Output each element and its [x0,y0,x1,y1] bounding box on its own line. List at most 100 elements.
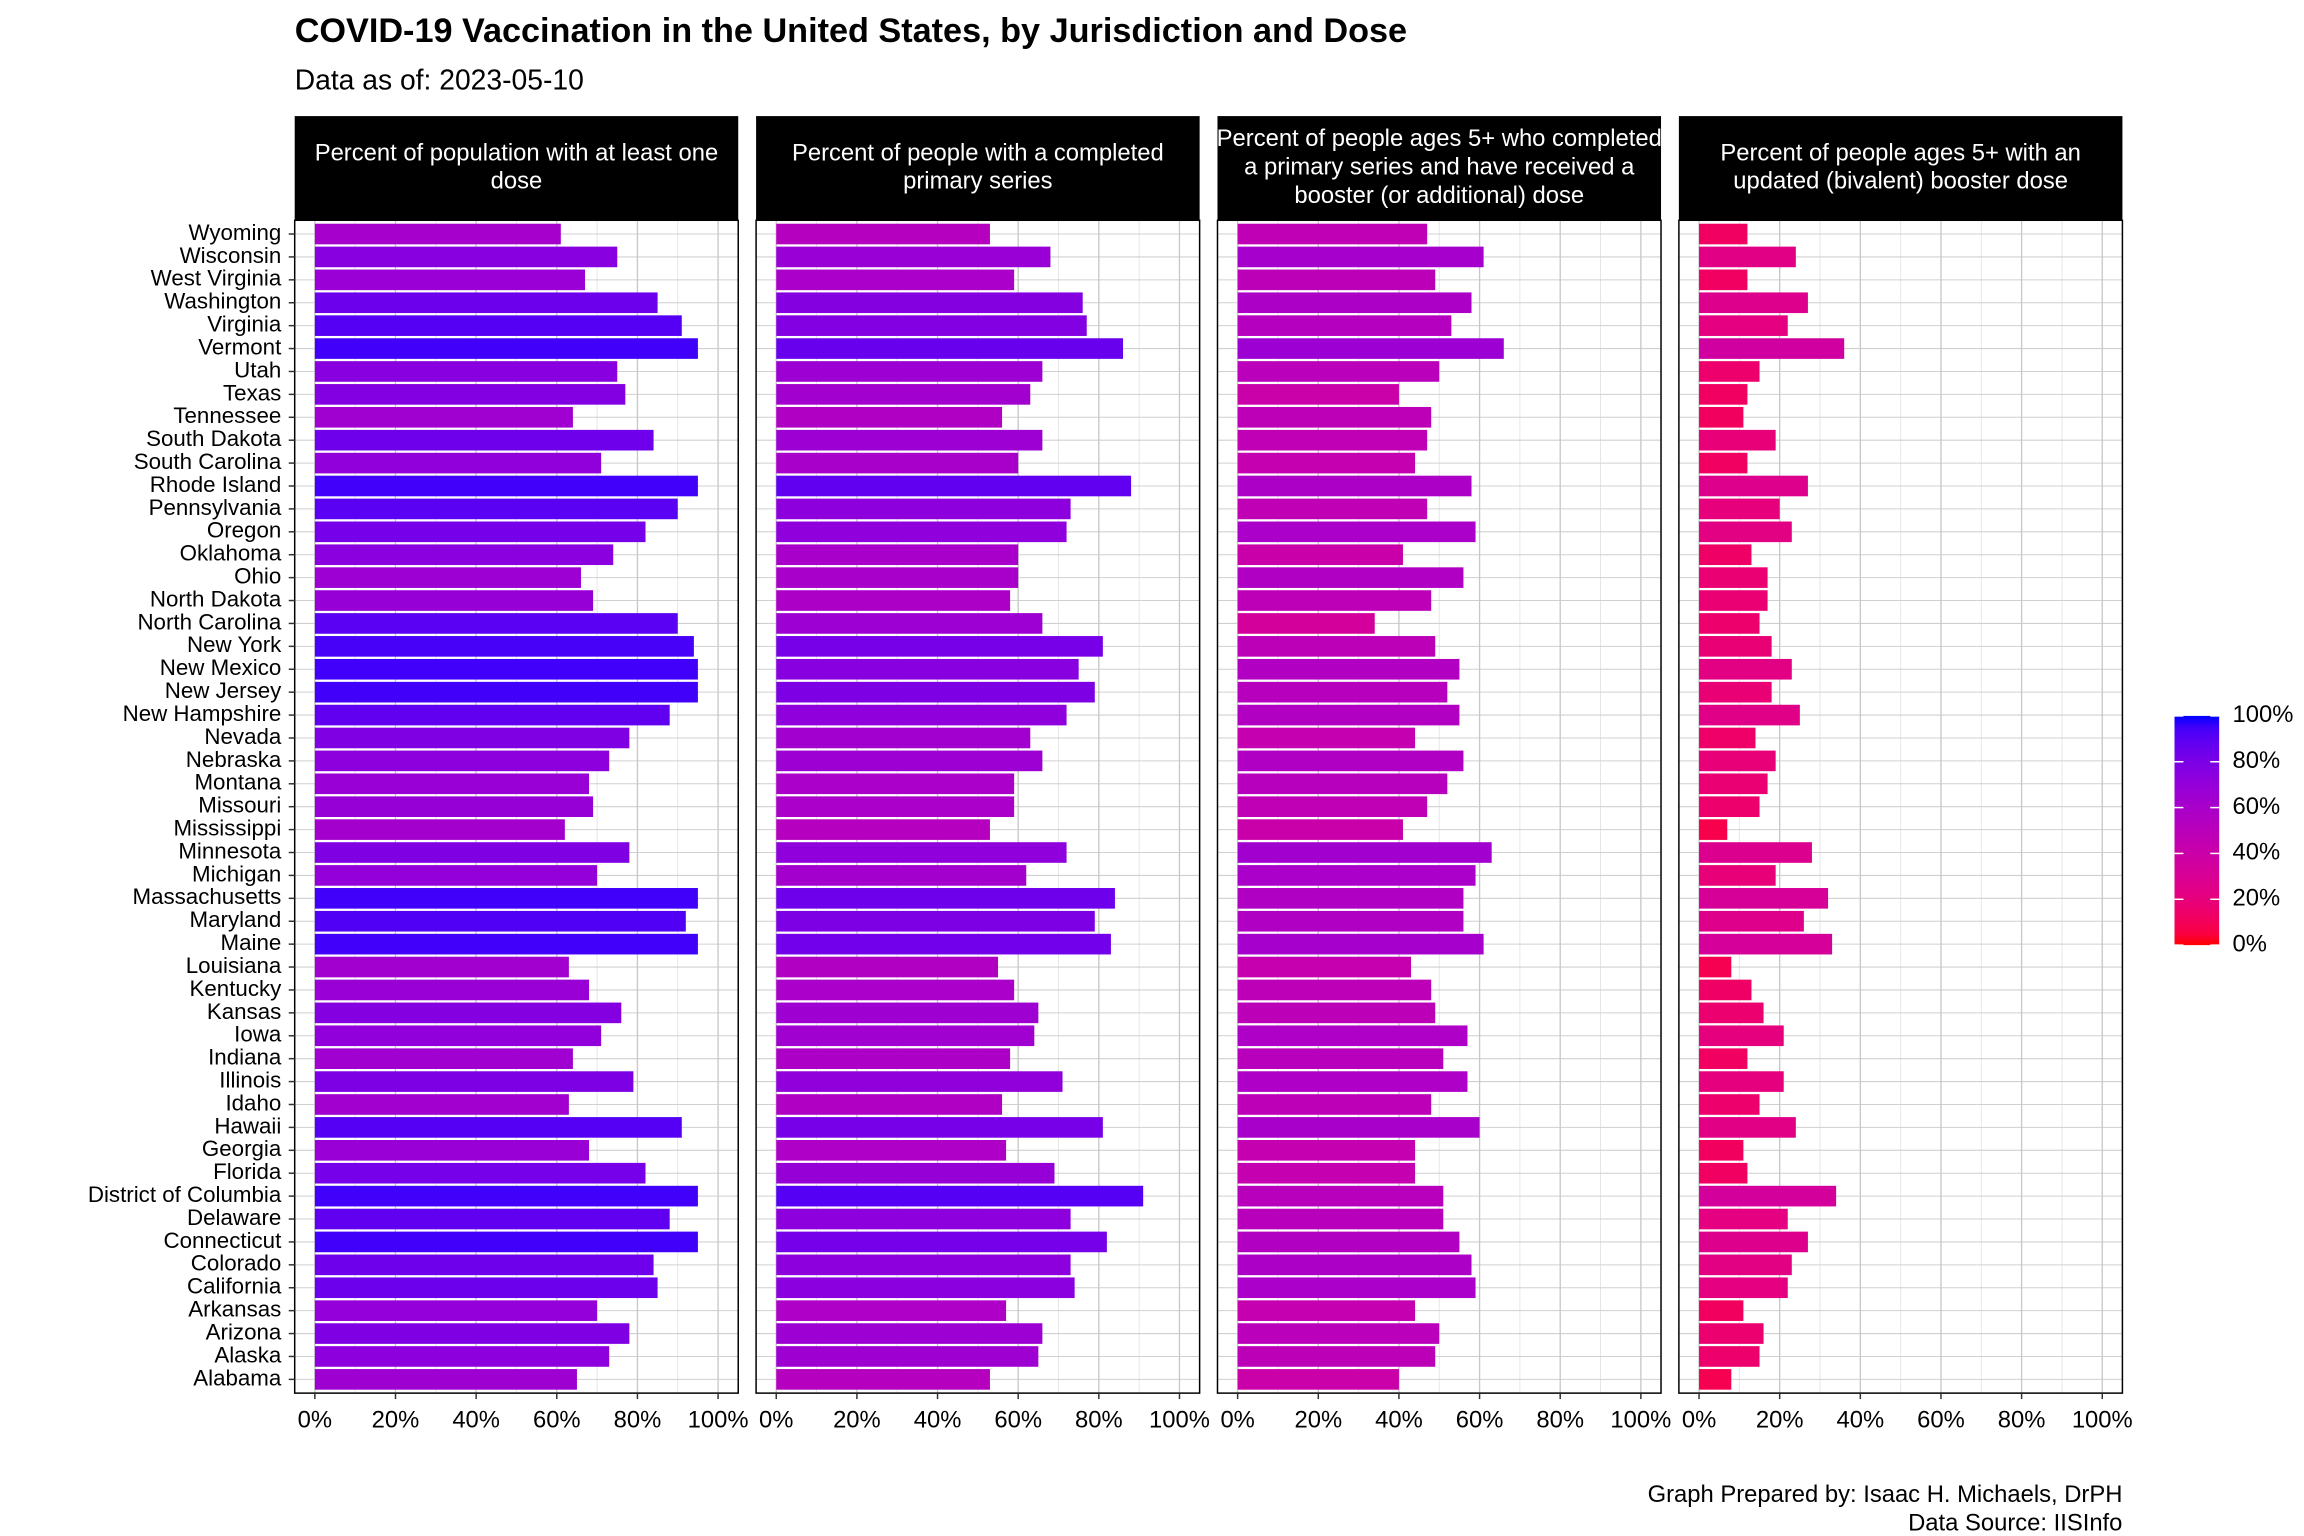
bar [1699,475,1808,497]
bar [1699,727,1756,749]
bar [1237,361,1440,382]
bar [314,475,698,497]
bar [1237,1323,1440,1344]
bar [776,338,1124,359]
bar [1699,406,1744,428]
bar [1237,979,1432,1001]
bar [314,658,698,680]
bar [1237,429,1428,451]
bar [314,1369,577,1390]
bar [1699,1346,1760,1367]
y-tick-label: Delaware [187,1205,281,1230]
bar [776,819,990,840]
bar [776,429,1043,451]
facet-title: Percent of population with at least oned… [315,139,719,194]
y-tick-label: Kansas [207,999,281,1024]
bar [1237,1048,1444,1069]
bar [776,1300,1007,1321]
bar [776,613,1043,634]
facet-strip [294,116,739,221]
bar [776,1231,1107,1253]
x-tick-label: 80% [1998,1407,2046,1434]
facet-title-line: Percent of population with at least one [315,139,719,166]
bar [1237,613,1375,634]
bar [1699,1025,1784,1047]
bar [776,750,1043,772]
y-tick-label: Alabama [193,1365,282,1390]
y-tick-label: Michigan [192,861,281,886]
bar [776,544,1019,566]
bar [1237,498,1428,520]
bar [776,1139,1007,1161]
bar [1699,704,1800,726]
bar [776,1162,1055,1184]
bar [1237,773,1448,795]
caption: Graph Prepared by: Isaac H. Michaels, Dr… [1648,1481,2123,1508]
bar [314,1231,698,1253]
facet-title-line: Percent of people ages 5+ with an [1720,139,2081,166]
bar [314,888,698,909]
y-tick-label: Missouri [198,793,281,818]
bar [1699,933,1833,955]
bar [776,910,1095,932]
legend-label: 60% [2233,793,2281,820]
bar [1699,452,1748,474]
bar [1237,933,1484,955]
x-tick-label: 0% [1220,1407,1254,1434]
bar [1699,544,1752,566]
bar [314,1185,698,1207]
x-tick-label: 100% [688,1407,749,1434]
bar [776,727,1031,749]
bar [1237,681,1448,703]
bar [1237,1208,1444,1230]
bar [1699,521,1792,543]
bar [314,498,678,520]
bar [1699,888,1829,909]
bar [314,1002,622,1024]
bar [1699,1369,1732,1390]
bar [314,1323,630,1344]
bar [1237,636,1436,657]
bar [314,727,630,749]
bar [1237,1369,1399,1390]
bar [314,1162,646,1184]
bar [1237,842,1492,863]
x-tick-label: 20% [1756,1407,1804,1434]
bar [314,246,618,268]
bar [1237,475,1472,497]
y-tick-label: Nevada [204,724,281,749]
bar [1699,1094,1760,1115]
bar [776,1369,990,1390]
facet-title: Percent of people ages 5+ with anupdated… [1720,139,2081,194]
y-tick-label: Texas [223,380,281,405]
bar [1237,544,1403,566]
y-tick-label: Indiana [208,1045,282,1070]
bar [1237,1025,1468,1047]
panel-border [1216,219,1662,1394]
bar [1237,888,1464,909]
bar [1699,773,1768,795]
bar [314,521,646,543]
caption: Data Source: IISInfo [1908,1509,2122,1536]
y-tick-label: Oklahoma [180,541,282,566]
bar [1699,1254,1792,1276]
bar [314,750,610,772]
chart-title: COVID-19 Vaccination in the United State… [295,12,1407,50]
bar [1699,658,1792,680]
bar [314,613,678,634]
x-tick-label: 100% [1149,1407,1210,1434]
bar [1237,658,1460,680]
bar [776,361,1043,382]
bar [1699,1048,1748,1069]
bar [314,1300,598,1321]
bar [314,223,561,245]
y-tick-label: Florida [213,1159,282,1184]
y-tick-label: South Carolina [134,449,282,474]
bar [1699,429,1776,451]
bar [1237,567,1464,588]
facet-title-line: primary series [903,168,1053,195]
bar [1237,1300,1416,1321]
bar [1237,1277,1476,1299]
bar [1237,1162,1416,1184]
